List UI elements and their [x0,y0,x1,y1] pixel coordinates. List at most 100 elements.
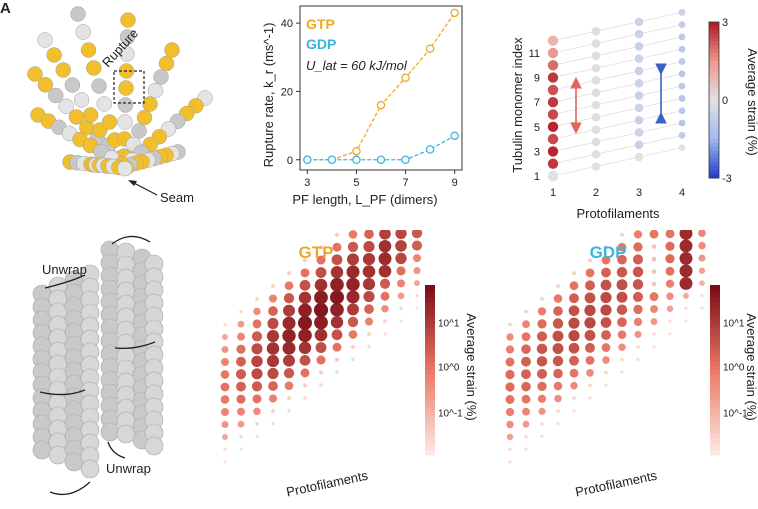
lattice-dot [679,264,693,278]
lattice-dot [679,251,693,265]
colorbar-segment [710,412,720,418]
protofilament-bead [37,32,53,48]
lattice-dot [569,368,579,378]
lattice-dot [413,254,421,263]
protofilament-bead [91,78,107,94]
protofilament-bead [48,87,64,104]
lattice-dot [255,422,259,426]
lattice-guide-line [552,24,683,54]
colorbar-segment [710,404,720,409]
colorbar-frame [708,21,720,179]
protofilament-bead [80,42,97,58]
colorbar-segment [709,72,719,78]
lattice-dot [347,316,359,328]
data-point-gtp [401,73,410,83]
yaxis-label: Rupture rate, k_r (ms^-1) [261,23,276,168]
colorbar-segment [709,25,719,31]
lattice-dot [521,332,531,342]
lattice-dot [569,293,579,304]
colorbar-segment [709,76,719,81]
lattice-dot [524,447,528,451]
lattice-dot [552,355,564,367]
colorbar-segment [709,68,719,74]
monomer-dot [678,95,686,102]
protofilament-bead [64,77,81,93]
data-point-gdp [376,155,386,164]
colorbar-segment [709,174,719,179]
lattice-dot [395,252,407,265]
lattice-dot [268,294,278,303]
lattice-dot [508,322,512,327]
colorbar-segment [709,107,719,113]
lattice-dot [267,367,279,380]
lattice-dot [651,244,657,249]
colorbar-segment [425,297,435,303]
lattice-dot [602,356,610,364]
colorbar-segment [425,327,435,333]
colorbar-segment [710,450,720,456]
colorbar-segment [425,433,435,439]
lattice-dot [666,305,674,312]
protofilament-bead [37,77,54,93]
lattice-dot [221,420,229,429]
lattice-dot [316,355,326,365]
lattice-dot [536,368,548,379]
colorbar-segment [425,391,435,396]
lattice-dot [236,394,246,404]
lattice-dot [362,277,376,291]
colorbar-segment [709,57,719,62]
gdp-xaxis-label: Protofilaments [574,468,659,500]
data-point-gtp [376,100,386,110]
lattice-dot [298,328,312,343]
lattice-dot [348,330,358,339]
colorbar-segment [710,327,720,333]
colorbar-segment [710,302,720,307]
lattice-dot [552,343,564,354]
monomer-dot [591,26,601,36]
lattice-dot [699,280,705,286]
colorbar-segment [709,49,719,54]
protofilament-bead [142,96,158,112]
lattice-dot [586,369,594,377]
gdp-colorbar-label: Average strain (%) [744,313,758,420]
colorbar-tick-label: -3 [722,173,732,185]
lattice-bead [80,459,100,479]
data-point-gdp [425,145,435,154]
protofilament-bead [117,97,134,113]
lattice-dot [552,318,564,329]
gdp-lattice-chart: 10^1 10^0 10^-1 GDP Protofilaments Average… [505,230,758,500]
lattice-dot [287,396,291,401]
lattice-dot [521,381,531,392]
lattice-dot [395,230,407,240]
lattice-dot [556,409,560,413]
lattice-dot [221,345,229,354]
unwrap-arrow [49,481,91,496]
lattice-dot [600,304,612,316]
colorbar-segment [709,92,719,97]
lattice-dot [570,381,578,390]
gdp-title: GDP [590,243,627,262]
lattice-dot [314,278,328,292]
lattice-dot [271,284,275,288]
lattice-dot [220,370,230,379]
lattice-dot [283,304,295,317]
series-line-gtp [307,12,456,161]
lattice-dot [698,267,706,274]
lattice-dot [253,307,261,316]
colorbar-tick-label: 0 [722,95,728,107]
lattice-dot [505,369,515,380]
lattice-dot [651,256,657,262]
colorbar-segment [709,103,719,109]
lattice-dot [537,319,547,329]
lattice-dot [379,230,391,240]
lattice-dot [616,304,628,315]
colorbar-segment [710,438,720,443]
lattice-guide-line [552,12,683,41]
lattice-dot [346,290,360,304]
monomer-dot [547,170,559,182]
lattice-dot [364,317,374,326]
colorbar-segment [710,370,720,375]
monomer-dot [591,51,601,61]
lattice-dot [553,306,563,316]
lattice-bead [32,440,52,460]
